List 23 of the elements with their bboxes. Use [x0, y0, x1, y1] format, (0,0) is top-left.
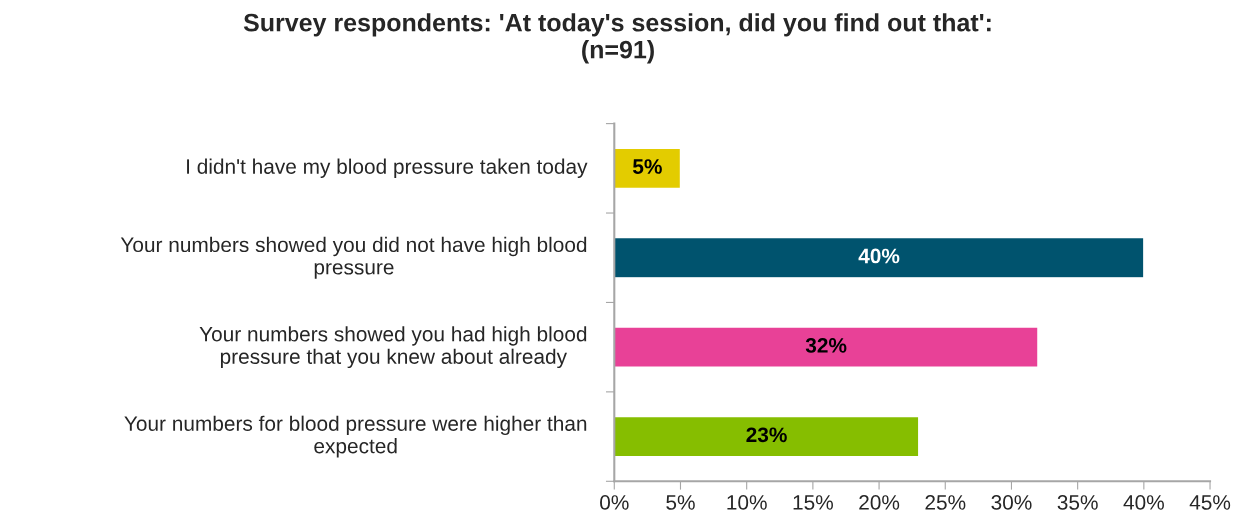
x-tick-label: 0% — [600, 495, 629, 510]
x-tick-label: 5% — [666, 495, 695, 510]
bar — [614, 147, 682, 190]
data-label: 40% — [858, 248, 900, 264]
data-label: 23% — [746, 427, 787, 443]
bar — [614, 415, 920, 458]
x-tick-label: 45% — [1189, 495, 1231, 510]
x-tick-label: 15% — [793, 495, 833, 510]
y-tick-label: Your numbers showed you did not have high blood pressure — [120, 236, 587, 279]
bar — [614, 326, 1039, 368]
x-tick-label: 10% — [727, 495, 767, 510]
bar — [614, 236, 1145, 279]
data-label: 32% — [805, 338, 847, 353]
x-tick-label: 40% — [1123, 495, 1164, 510]
x-tick-label: 20% — [859, 495, 900, 510]
data-label: 5% — [632, 159, 662, 174]
y-tick-label: Your numbers for blood pressure were higher than expected — [124, 415, 587, 458]
x-tick-label: 25% — [925, 495, 966, 510]
chart-title: Survey respondents: 'At today's session, did you find out that': (n=91) — [243, 13, 991, 64]
y-tick-label: I didn't have my blood pressure taken today — [187, 158, 588, 179]
x-tick-label: 30% — [991, 495, 1032, 510]
x-tick-label: 35% — [1057, 495, 1098, 510]
y-tick-label: Your numbers showed you had high blood pressure that you knew about already — [199, 326, 587, 369]
